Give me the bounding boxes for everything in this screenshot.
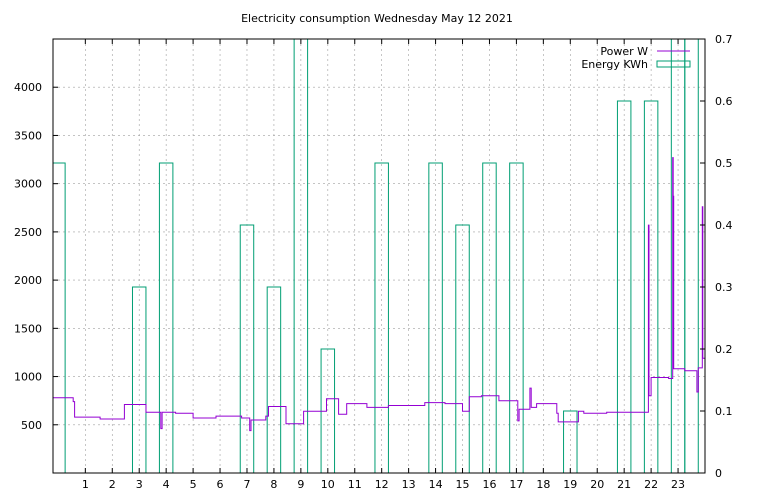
y-right-tick-label: 0.6 xyxy=(715,95,733,108)
x-tick-label: 20 xyxy=(590,478,604,491)
x-tick-label: 16 xyxy=(482,478,496,491)
x-tick-label: 19 xyxy=(563,478,577,491)
energy-bar xyxy=(643,100,659,474)
x-tick-label: 15 xyxy=(456,478,470,491)
x-tick-label: 22 xyxy=(644,478,658,491)
x-tick-label: 5 xyxy=(190,478,197,491)
plot-border xyxy=(52,38,706,474)
x-tick-label: 11 xyxy=(348,478,362,491)
chart-title: Electricity consumption Wednesday May 12… xyxy=(241,12,513,25)
x-tick-label: 9 xyxy=(297,478,304,491)
legend-label-energy: Energy KWh xyxy=(581,58,648,71)
energy-bar xyxy=(616,100,632,474)
y-right-tick-label: 0 xyxy=(715,467,722,480)
x-tick-label: 4 xyxy=(163,478,170,491)
y-right-tick-label: 0.4 xyxy=(715,219,733,232)
x-tick-label: 12 xyxy=(375,478,389,491)
power-series xyxy=(53,157,705,432)
y-right-tick-label: 0.2 xyxy=(715,343,733,356)
x-tick-label: 7 xyxy=(243,478,250,491)
y-left-tick-label: 2500 xyxy=(14,226,42,239)
x-tick-label: 13 xyxy=(402,478,416,491)
x-tick-label: 14 xyxy=(429,478,443,491)
y-left-tick-label: 3000 xyxy=(14,178,42,191)
y-right-tick-label: 0.5 xyxy=(715,157,733,170)
y-left-tick-label: 4000 xyxy=(14,81,42,94)
x-tick-label: 8 xyxy=(270,478,277,491)
x-tick-label: 3 xyxy=(136,478,143,491)
x-tick-label: 18 xyxy=(536,478,550,491)
legend-label-power: Power W xyxy=(600,45,648,58)
x-tick-label: 1 xyxy=(82,478,89,491)
x-tick-label: 17 xyxy=(509,478,523,491)
x-tick-label: 21 xyxy=(617,478,631,491)
energy-bar xyxy=(52,162,66,474)
x-tick-label: 23 xyxy=(671,478,685,491)
axes: 1 2 3 4 5 6 7 8 9 10 11 12 13 14 15 16 17 18 19 20 21 22 23500… xyxy=(14,33,733,491)
legend-swatch-energy xyxy=(656,60,691,68)
y-left-tick-label: 1000 xyxy=(14,371,42,384)
y-left-tick-label: 2000 xyxy=(14,274,42,287)
y-left-tick-label: 500 xyxy=(21,419,42,432)
y-right-tick-label: 0.7 xyxy=(715,33,733,46)
y-left-tick-label: 3500 xyxy=(14,129,42,142)
y-left-tick-label: 1500 xyxy=(14,322,42,335)
x-tick-label: 2 xyxy=(109,478,116,491)
y-right-tick-label: 0.3 xyxy=(715,281,733,294)
x-tick-label: 10 xyxy=(321,478,335,491)
x-tick-label: 6 xyxy=(217,478,224,491)
legend: Power W Energy KWh xyxy=(581,45,691,71)
energy-bar xyxy=(684,38,699,474)
power-line xyxy=(53,157,705,432)
y-right-tick-label: 0.1 xyxy=(715,405,733,418)
